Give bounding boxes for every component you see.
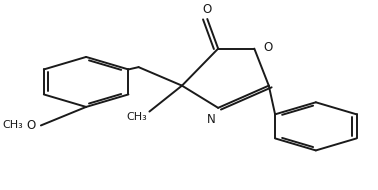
Text: CH₃: CH₃ — [2, 120, 23, 131]
Text: O: O — [203, 3, 212, 16]
Text: N: N — [206, 113, 215, 126]
Text: CH₃: CH₃ — [127, 112, 148, 123]
Text: O: O — [263, 41, 273, 54]
Text: O: O — [26, 119, 36, 132]
